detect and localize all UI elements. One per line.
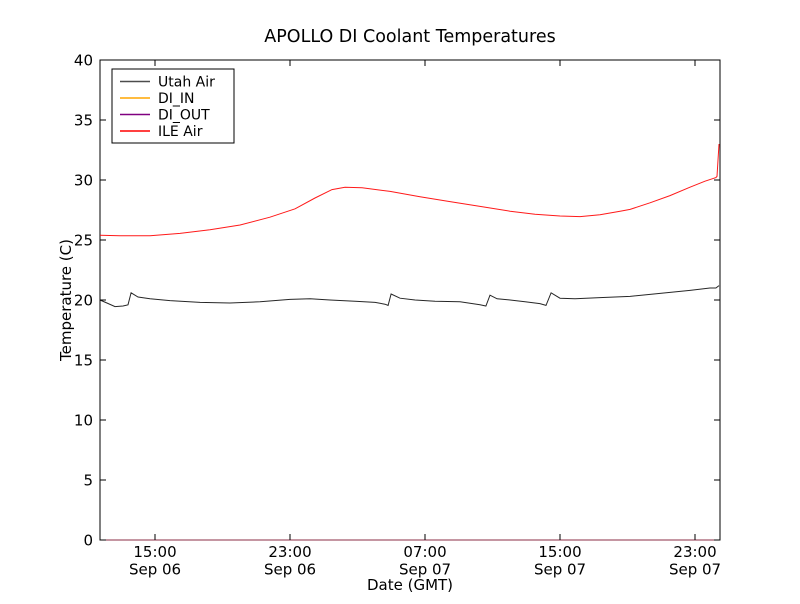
y-tick-label: 40: [74, 52, 93, 70]
legend-row: ILE Air: [120, 124, 203, 140]
series-line-utah-air: [99, 285, 720, 308]
y-tick-label: 25: [74, 232, 93, 250]
legend: Utah Air DI_IN DI_OUT ILE Air: [111, 68, 235, 144]
legend-label-di-out: DI_OUT: [158, 108, 210, 124]
y-tick-label: 20: [74, 292, 93, 310]
series-layer: [99, 143, 720, 541]
legend-label-di-in: DI_IN: [158, 91, 195, 107]
legend-row: DI_IN: [120, 91, 195, 107]
chart-title: APOLLO DI Coolant Temperatures: [264, 27, 555, 47]
legend-row: DI_OUT: [120, 108, 210, 124]
y-tick-label: 0: [83, 532, 93, 550]
tick-layer: 15:00 Sep 06 23:00 Sep 06 07:00 Sep 07 15:00 Se…: [74, 52, 721, 579]
legend-label-ile-air: ILE Air: [158, 124, 203, 140]
y-tick-label: 35: [74, 112, 93, 130]
x-tick-label: 15:00 Sep 06: [129, 543, 181, 579]
y-tick-label: 15: [74, 352, 93, 370]
y-tick-label: 5: [83, 472, 93, 490]
legend-label-utah-air: Utah Air: [158, 75, 215, 91]
x-tick-label: 23:00 Sep 06: [264, 543, 316, 579]
x-tick-label: 23:00 Sep 07: [669, 543, 721, 579]
y-axis-label: Temperature (C): [57, 239, 75, 362]
legend-row: Utah Air: [120, 75, 215, 91]
y-tick-label: 10: [74, 412, 93, 430]
x-tick-label: 15:00 Sep 07: [534, 543, 586, 579]
x-tick-label: 07:00 Sep 07: [399, 543, 451, 579]
series-line-ile-air: [99, 143, 720, 237]
x-axis-label: Date (GMT): [367, 576, 453, 594]
y-tick-label: 30: [74, 172, 93, 190]
